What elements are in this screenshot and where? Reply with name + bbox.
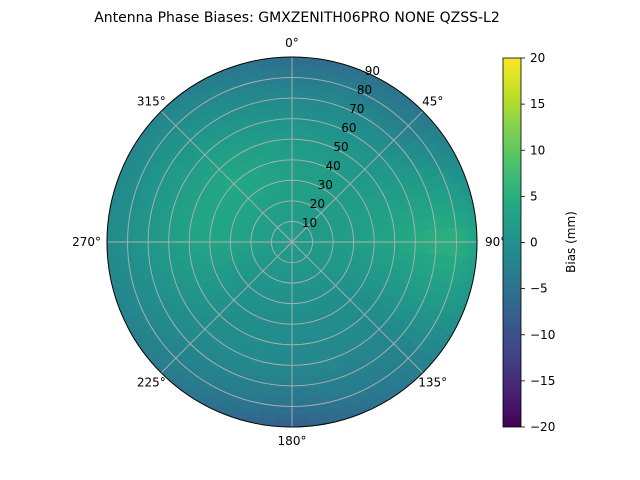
field-cell <box>383 233 392 243</box>
radial-tick-label: 30 <box>318 178 333 192</box>
field-cell <box>285 173 293 181</box>
colorbar-tick-label: −15 <box>530 374 555 388</box>
azimuth-tick-label: 0° <box>285 36 299 50</box>
colorbar-tick-label: 10 <box>530 143 545 157</box>
field-cell <box>284 154 293 163</box>
azimuth-grid-line <box>160 110 293 243</box>
field-cell <box>192 241 201 251</box>
field-cell <box>211 241 219 250</box>
field-cell <box>383 241 392 252</box>
radial-tick-label: 90 <box>365 64 380 78</box>
field-cell <box>281 124 293 132</box>
azimuth-tick-labels: 0° 45° 90° 135° 180° 225° 270° 315° <box>72 36 506 448</box>
field-cell <box>285 167 293 175</box>
field-cell <box>291 315 300 323</box>
radial-tick-label: 60 <box>341 121 356 135</box>
colorbar-tick-label: 15 <box>530 97 545 111</box>
bias-field <box>107 57 477 427</box>
azimuth-grid-line <box>291 110 424 243</box>
field-cell <box>198 233 207 243</box>
radial-tick-label: 20 <box>310 197 325 211</box>
field-cell <box>365 234 373 243</box>
radial-tick-label: 70 <box>349 102 364 116</box>
field-cell <box>290 419 309 427</box>
field-cell <box>275 57 294 65</box>
field-cell <box>192 232 201 243</box>
field-cell <box>174 241 182 253</box>
field-cell <box>204 241 213 250</box>
azimuth-tick-label: 90° <box>485 235 506 249</box>
azimuth-grid-line <box>291 241 424 374</box>
field-cell <box>390 232 398 243</box>
field-cell <box>282 136 293 144</box>
field-cell <box>359 235 367 243</box>
field-cell <box>291 352 303 360</box>
colorbar-tick-label: 0 <box>530 236 538 250</box>
field-cell <box>291 303 299 311</box>
field-cell <box>198 241 207 251</box>
radial-tick-label: 80 <box>357 83 372 97</box>
azimuth-tick-label: 135° <box>418 376 447 390</box>
azimuth-grid-line <box>160 241 293 374</box>
colorbar-tick-label: 20 <box>530 51 545 65</box>
field-cell <box>217 241 225 249</box>
field-cell <box>291 327 301 336</box>
colorbar-tick-label: −5 <box>530 282 548 296</box>
colorbar: −20 −15 −10 −5 0 5 10 15 20 Bias (mm) <box>502 51 578 434</box>
field-cell <box>282 333 293 342</box>
field-cell <box>291 333 301 342</box>
colorbar-tick-label: −20 <box>530 420 555 434</box>
radial-tick-label: 50 <box>333 140 348 154</box>
field-cell <box>291 142 302 151</box>
colorbar-gradient <box>502 57 522 428</box>
chart-title: Antenna Phase Biases: GMXZENITH06PRO NON… <box>94 10 500 26</box>
colorbar-tick-label: −10 <box>530 328 555 342</box>
azimuth-tick-label: 225° <box>137 376 166 390</box>
azimuth-tick-label: 270° <box>72 235 101 249</box>
polar-frame <box>106 56 478 428</box>
field-cell <box>283 148 293 157</box>
field-cell <box>180 241 188 252</box>
field-cell <box>377 241 386 251</box>
radial-tick-label: 10 <box>302 216 317 230</box>
radial-tick-label: 40 <box>325 159 340 173</box>
field-cell <box>353 235 361 243</box>
field-cell <box>186 241 194 252</box>
field-cell <box>291 148 301 157</box>
radial-tick-labels: 10 20 30 40 50 60 70 80 90 <box>302 64 380 230</box>
azimuth-tick-label: 315° <box>137 94 166 108</box>
colorbar-label: Bias (mm) <box>564 211 578 273</box>
field-cell <box>291 309 299 317</box>
colorbar-ticks: −20 −15 −10 −5 0 5 10 15 20 <box>521 51 555 434</box>
field-cell <box>377 233 386 243</box>
field-cell <box>291 321 300 330</box>
azimuth-tick-label: 45° <box>422 94 443 108</box>
field-cell <box>223 241 231 249</box>
field-cell <box>282 130 293 138</box>
polar-grid <box>106 56 478 428</box>
field-cell <box>469 225 477 244</box>
field-cell <box>284 161 293 169</box>
azimuth-tick-label: 180° <box>278 434 307 448</box>
field-cell <box>283 327 293 336</box>
field-cell <box>396 232 404 243</box>
field-cell <box>371 234 380 243</box>
colorbar-tick-label: 5 <box>530 189 538 203</box>
field-cell <box>291 346 302 354</box>
field-cell <box>291 340 302 348</box>
field-cell <box>402 231 410 243</box>
field-cell <box>107 240 115 259</box>
field-cell <box>283 142 293 151</box>
